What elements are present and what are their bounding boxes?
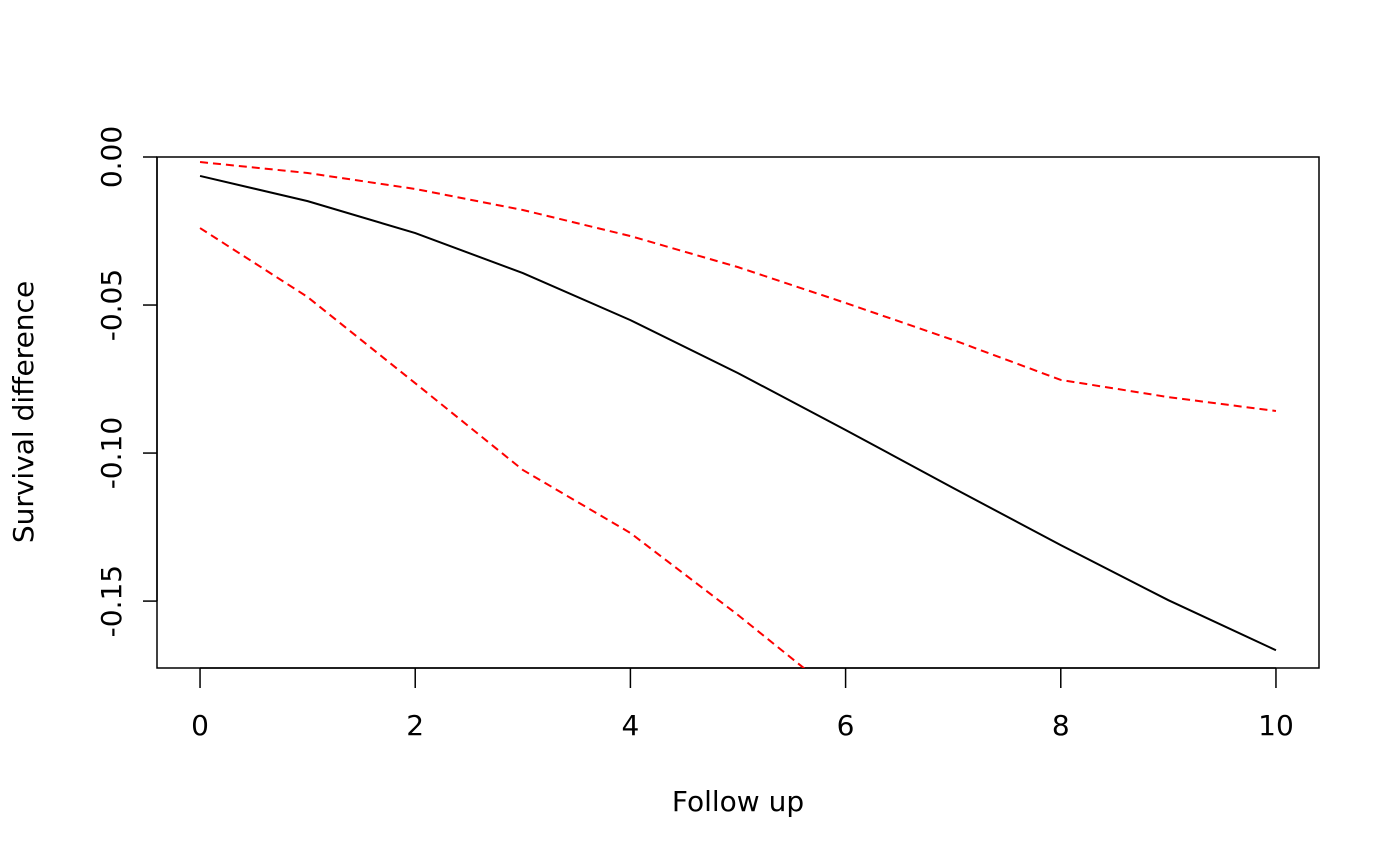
plot-box xyxy=(156,156,1320,669)
x-tick-label: 8 xyxy=(1052,709,1070,742)
series-line xyxy=(199,227,806,668)
y-tick-label: -0.05 xyxy=(95,269,128,341)
x-tick-label: 2 xyxy=(406,709,424,742)
series-line xyxy=(199,174,1277,652)
plot-area xyxy=(199,161,1277,668)
x-tick-label: 0 xyxy=(191,709,209,742)
y-axis-label: Survival difference xyxy=(7,281,40,543)
x-tick-label: 6 xyxy=(837,709,855,742)
series-line xyxy=(199,161,1277,413)
x-axis-label: Follow up xyxy=(672,785,804,818)
x-tick-label: 4 xyxy=(621,709,639,742)
y-tick-label: 0.00 xyxy=(95,126,128,188)
y-tick-label: -0.10 xyxy=(95,417,128,489)
x-tick-label: 10 xyxy=(1258,709,1294,742)
y-tick-label: -0.15 xyxy=(95,565,128,637)
